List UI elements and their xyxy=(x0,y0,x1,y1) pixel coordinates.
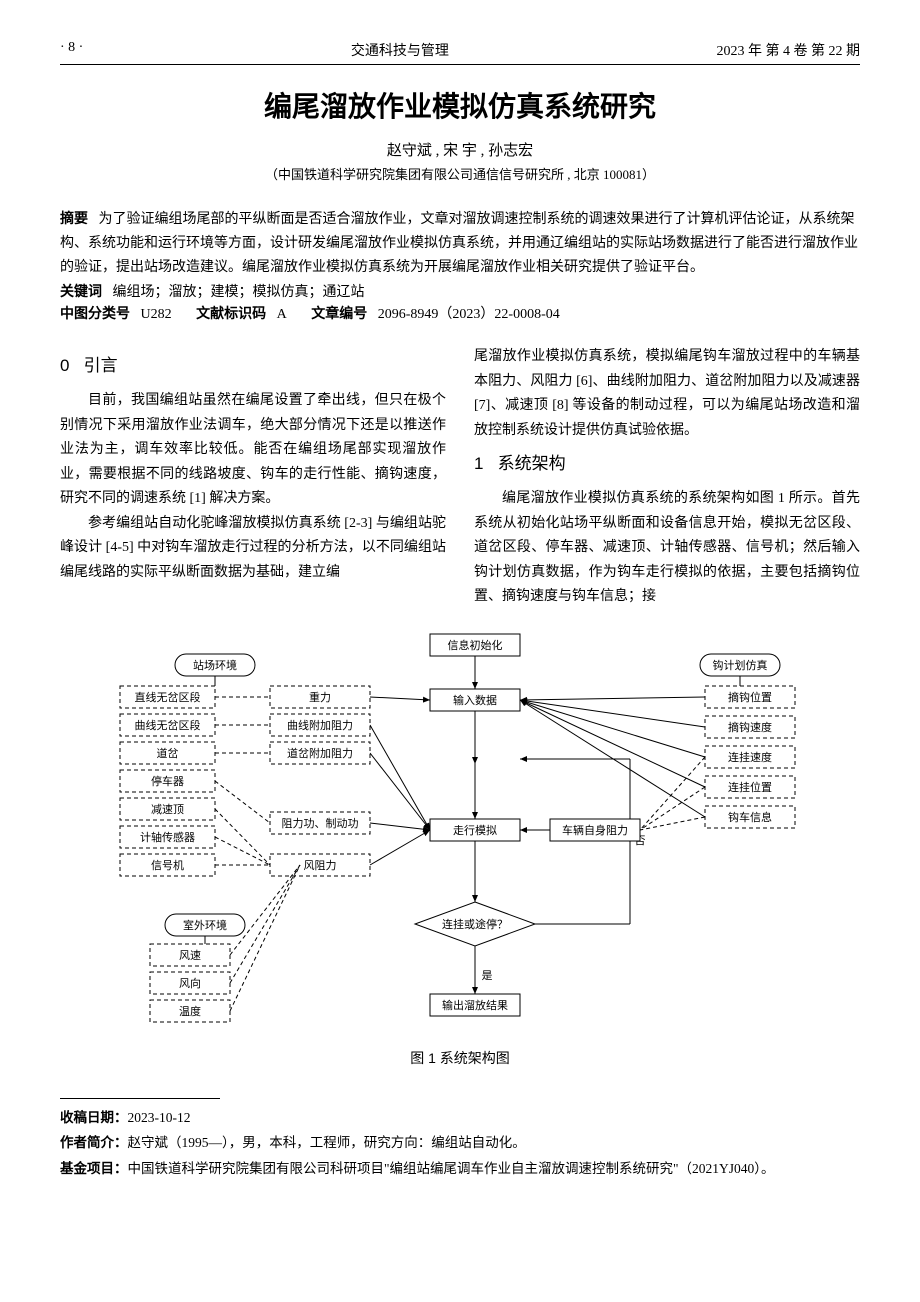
paper-title: 编尾溜放作业模拟仿真系统研究 xyxy=(60,85,860,125)
svg-text:道岔: 道岔 xyxy=(157,746,179,760)
section-0-title: 引言 xyxy=(84,356,118,375)
clc-value: U282 xyxy=(141,307,172,322)
keywords-text: 编组场；溜放；建模；模拟仿真；通辽站 xyxy=(113,285,365,300)
section-1-heading: 1 系统架构 xyxy=(474,449,860,479)
svg-text:是: 是 xyxy=(482,969,493,982)
section-1-num: 1 xyxy=(474,454,483,473)
footnote-rule xyxy=(60,1098,220,1099)
classification-line: 中图分类号 U282 文献标识码 A 文章编号 2096-8949（2023）2… xyxy=(60,303,860,323)
architecture-diagram: 信息初始化输入数据走行模拟连挂或途停？输出溜放结果是否车辆自身阻力站场环境直线无… xyxy=(80,624,840,1044)
issue-info: 2023 年 第 4 卷 第 22 期 xyxy=(716,40,860,60)
svg-text:室外环境: 室外环境 xyxy=(183,918,227,932)
footnote-fund: 基金项目：中国铁道科学研究院集团有限公司科研项目"编组站编尾调车作业自主溜放调速… xyxy=(60,1156,860,1182)
svg-text:钩车信息: 钩车信息 xyxy=(728,810,772,824)
keywords-label: 关键词 xyxy=(60,283,102,299)
journal-name: 交通科技与管理 xyxy=(351,40,449,60)
svg-text:钩计划仿真: 钩计划仿真 xyxy=(713,658,768,672)
footnote-fund-label: 基金项目： xyxy=(60,1161,128,1176)
abstract-label: 摘要 xyxy=(60,210,88,226)
svg-text:风向: 风向 xyxy=(179,976,201,990)
svg-text:直线无岔区段: 直线无岔区段 xyxy=(135,690,201,704)
articleno-label: 文章编号 xyxy=(311,305,367,321)
svg-text:连挂位置: 连挂位置 xyxy=(728,780,772,794)
svg-text:曲线附加阻力: 曲线附加阻力 xyxy=(287,718,353,732)
left-column: 0 引言 目前，我国编组站虽然在编尾设置了牵出线，但只在极个别情况下采用溜放作业… xyxy=(60,345,446,609)
svg-text:停车器: 停车器 xyxy=(151,774,184,788)
svg-text:连挂或途停？: 连挂或途停？ xyxy=(442,917,508,931)
svg-text:走行模拟: 走行模拟 xyxy=(453,823,497,837)
keywords-line: 关键词 编组场；溜放；建模；模拟仿真；通辽站 xyxy=(60,281,860,301)
svg-text:信息初始化: 信息初始化 xyxy=(448,638,503,652)
figure-1: 信息初始化输入数据走行模拟连挂或途停？输出溜放结果是否车辆自身阻力站场环境直线无… xyxy=(60,624,860,1068)
doccode-value: A xyxy=(277,307,287,322)
svg-text:连挂速度: 连挂速度 xyxy=(728,750,772,764)
footnote-author-text: 赵守斌（1995—），男，本科，工程师，研究方向：编组站自动化。 xyxy=(128,1135,526,1150)
svg-text:站场环境: 站场环境 xyxy=(193,658,237,672)
svg-text:计轴传感器: 计轴传感器 xyxy=(140,830,195,844)
svg-text:曲线无岔区段: 曲线无岔区段 xyxy=(135,718,201,732)
footnote-fund-text: 中国铁道科学研究院集团有限公司科研项目"编组站编尾调车作业自主溜放调速控制系统研… xyxy=(128,1161,775,1176)
right-column: 尾溜放作业模拟仿真系统，模拟编尾钩车溜放过程中的车辆基本阻力、风阻力 [6]、曲… xyxy=(474,345,860,609)
svg-text:重力: 重力 xyxy=(309,690,331,704)
affiliation: （中国铁道科学研究院集团有限公司通信信号研究所 , 北京 100081） xyxy=(60,164,860,183)
svg-text:信号机: 信号机 xyxy=(151,858,184,872)
abstract-text: 为了验证编组场尾部的平纵断面是否适合溜放作业，文章对溜放调速控制系统的调速效果进… xyxy=(60,212,858,275)
para-2: 参考编组站自动化驼峰溜放模拟仿真系统 [2-3] 与编组站驼峰设计 [4-5] … xyxy=(60,512,446,586)
abstract-block: 摘要 为了验证编组场尾部的平纵断面是否适合溜放作业，文章对溜放调速控制系统的调速… xyxy=(60,207,860,279)
page-number: · 8 · xyxy=(60,40,83,60)
footnote-date-label: 收稿日期： xyxy=(60,1110,128,1125)
footnote-author: 作者简介：赵守斌（1995—），男，本科，工程师，研究方向：编组站自动化。 xyxy=(60,1130,860,1156)
doccode-label: 文献标识码 xyxy=(196,305,266,321)
svg-text:减速顶: 减速顶 xyxy=(151,803,184,816)
section-0-heading: 0 引言 xyxy=(60,351,446,381)
para-4: 编尾溜放作业模拟仿真系统的系统架构如图 1 所示。首先系统从初始化站场平纵断面和… xyxy=(474,487,860,610)
authors: 赵守斌 , 宋 宇 , 孙志宏 xyxy=(60,139,860,160)
svg-text:风速: 风速 xyxy=(179,949,201,962)
running-header: · 8 · 交通科技与管理 2023 年 第 4 卷 第 22 期 xyxy=(60,40,860,65)
figure-1-caption: 图 1 系统架构图 xyxy=(60,1048,860,1068)
svg-text:车辆自身阻力: 车辆自身阻力 xyxy=(562,823,628,837)
footnote-date-text: 2023-10-12 xyxy=(128,1110,191,1125)
footnote-author-label: 作者简介： xyxy=(60,1135,128,1150)
section-0-num: 0 xyxy=(60,356,69,375)
svg-text:摘钩位置: 摘钩位置 xyxy=(728,690,772,704)
para-1: 目前，我国编组站虽然在编尾设置了牵出线，但只在极个别情况下采用溜放作业法调车，绝… xyxy=(60,389,446,512)
svg-text:输入数据: 输入数据 xyxy=(453,693,497,707)
svg-text:摘钩速度: 摘钩速度 xyxy=(728,720,772,734)
body-columns: 0 引言 目前，我国编组站虽然在编尾设置了牵出线，但只在极个别情况下采用溜放作业… xyxy=(60,345,860,609)
para-3: 尾溜放作业模拟仿真系统，模拟编尾钩车溜放过程中的车辆基本阻力、风阻力 [6]、曲… xyxy=(474,345,860,443)
svg-text:阻力功、制动功: 阻力功、制动功 xyxy=(282,817,359,830)
footnotes: 收稿日期：2023-10-12 作者简介：赵守斌（1995—），男，本科，工程师… xyxy=(60,1105,860,1182)
svg-text:道岔附加阻力: 道岔附加阻力 xyxy=(287,746,353,760)
svg-text:输出溜放结果: 输出溜放结果 xyxy=(442,998,508,1012)
footnote-date: 收稿日期：2023-10-12 xyxy=(60,1105,860,1131)
svg-text:温度: 温度 xyxy=(179,1004,201,1018)
svg-text:风阻力: 风阻力 xyxy=(304,859,337,872)
articleno-value: 2096-8949（2023）22-0008-04 xyxy=(378,307,560,322)
section-1-title: 系统架构 xyxy=(498,454,566,473)
clc-label: 中图分类号 xyxy=(60,305,130,321)
